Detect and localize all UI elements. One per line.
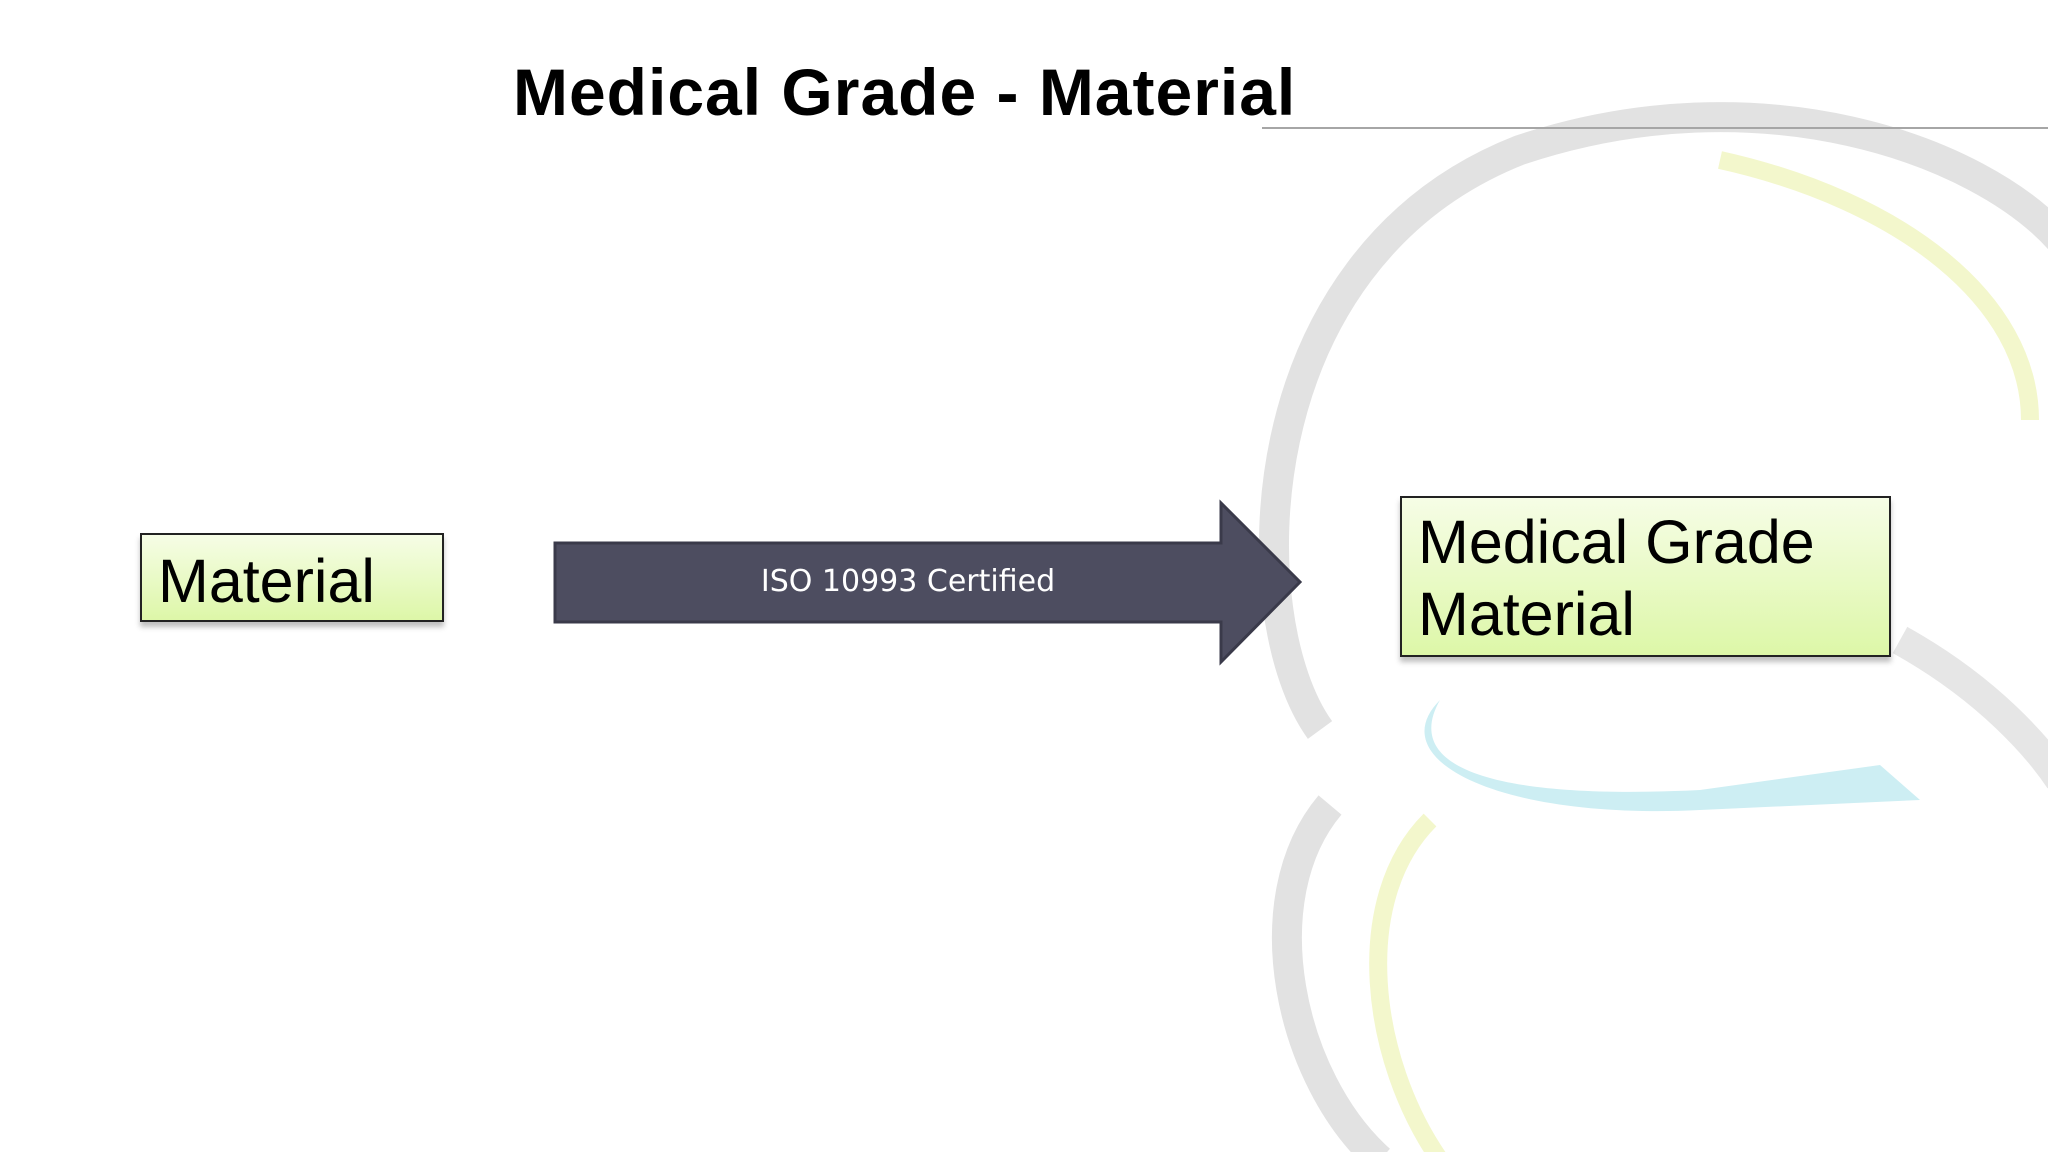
- source-material-label: Material: [158, 547, 375, 615]
- source-material-box: Material: [140, 533, 444, 622]
- target-label-line2: Material: [1418, 580, 1635, 648]
- gray-swoosh-right: [1892, 626, 2048, 789]
- yellow-swoosh: [1718, 151, 2039, 421]
- arrow-shape: [553, 499, 1303, 666]
- yellow-swoosh-lower: [1369, 813, 1446, 1152]
- gray-swoosh-lower: [1271, 795, 1391, 1152]
- cyan-swoosh: [1424, 700, 1920, 812]
- arrow-label: ISO 10993 Certified: [760, 564, 1056, 599]
- slide-title: Medical Grade - Material: [513, 55, 1297, 129]
- target-label-line1: Medical Grade: [1418, 508, 1815, 576]
- title-divider: [1262, 127, 2048, 129]
- medical-grade-material-box: Medical Grade Material: [1400, 496, 1891, 657]
